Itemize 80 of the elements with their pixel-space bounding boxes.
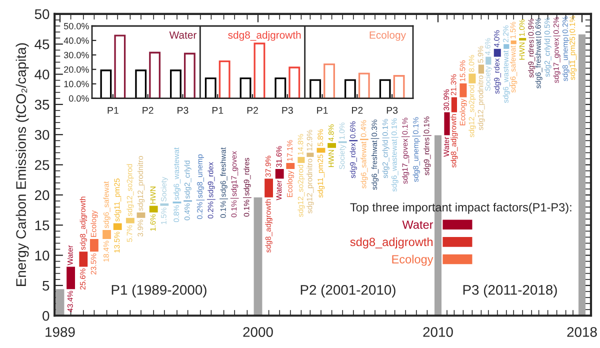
x-tick-label: P1 bbox=[212, 106, 224, 114]
bar bbox=[468, 74, 476, 84]
bar bbox=[324, 63, 335, 98]
bar bbox=[264, 178, 274, 198]
bar bbox=[100, 70, 112, 98]
bar bbox=[298, 156, 305, 163]
x-tick-label: P1 bbox=[108, 106, 118, 114]
annotation: Ecology bbox=[370, 31, 406, 41]
y-tick-label: 30.0% bbox=[64, 52, 89, 58]
x-tick-label: P1 bbox=[317, 106, 328, 114]
y-tick-label: 40.0% bbox=[64, 37, 89, 44]
bar bbox=[578, 34, 586, 316]
bar bbox=[379, 79, 391, 98]
legend-label: sdg8_adjgrowth bbox=[350, 237, 433, 248]
legend-label: Ecology bbox=[392, 254, 434, 266]
bar bbox=[274, 78, 286, 98]
annotation: sdg8_adjgrowth bbox=[228, 31, 301, 41]
annotation: P3 (2011-2018) bbox=[463, 284, 557, 298]
y-tick-label: 30 bbox=[34, 130, 50, 140]
legend-title: Top three important impact factors(P1-P3): bbox=[350, 202, 572, 214]
bar bbox=[288, 66, 300, 98]
bar bbox=[56, 289, 64, 316]
bar bbox=[344, 79, 356, 98]
y-tick-label: 25 bbox=[34, 160, 50, 170]
bar bbox=[204, 78, 216, 98]
x-tick-label: P2 bbox=[247, 106, 258, 114]
x-tick-label: P2 bbox=[142, 106, 154, 114]
y-tick-label: 10 bbox=[35, 250, 50, 260]
bar bbox=[358, 72, 370, 98]
y-tick-label: 50 bbox=[34, 9, 50, 20]
x-tick-label: P3 bbox=[282, 106, 293, 114]
bar bbox=[102, 230, 112, 239]
bar bbox=[170, 70, 182, 98]
y-tick-label: 20.0% bbox=[64, 66, 89, 73]
bar bbox=[494, 48, 501, 57]
x-tick-label: 2010 bbox=[423, 327, 453, 337]
annotation: Water bbox=[169, 31, 196, 39]
x-tick-label: 2000 bbox=[243, 327, 273, 337]
bar bbox=[149, 52, 161, 98]
x-tick-label: P3 bbox=[178, 106, 188, 114]
bar bbox=[393, 75, 405, 98]
bar bbox=[135, 70, 147, 98]
bar bbox=[275, 169, 284, 179]
bar bbox=[113, 223, 122, 230]
bar bbox=[66, 266, 76, 290]
y-tick-label: 45 bbox=[34, 40, 50, 50]
x-tick-label: P3 bbox=[386, 106, 398, 114]
y-tick-label: 5 bbox=[42, 280, 50, 291]
y-axis-title: Energy Carbon Emissions (tCO₂/capita) bbox=[16, 43, 29, 286]
bar bbox=[306, 152, 314, 157]
bar bbox=[460, 83, 467, 98]
x-tick-label: P2 bbox=[352, 106, 363, 114]
bar bbox=[114, 34, 126, 98]
y-tick-label: 15 bbox=[35, 220, 50, 230]
bar bbox=[310, 79, 322, 98]
y-tick-label: 50.0% bbox=[64, 22, 89, 30]
bar bbox=[240, 78, 252, 98]
y-tick-label: 0.0% bbox=[69, 95, 89, 102]
bar bbox=[149, 206, 158, 212]
y-tick-label: 10.0% bbox=[64, 80, 89, 88]
bar bbox=[254, 197, 262, 316]
bar bbox=[328, 143, 336, 148]
x-tick-label: 1989 bbox=[46, 327, 75, 337]
bar bbox=[126, 218, 134, 224]
annotation: P1 (1989-2000) bbox=[112, 284, 206, 298]
bar bbox=[184, 52, 196, 98]
x-tick-label: 2018 bbox=[567, 327, 597, 337]
bar bbox=[136, 212, 146, 218]
y-tick-label: 35 bbox=[34, 100, 50, 110]
bar bbox=[79, 252, 88, 267]
bar bbox=[286, 162, 295, 169]
y-tick-label: 40 bbox=[34, 70, 50, 80]
bar bbox=[90, 239, 98, 252]
legend-label: Water bbox=[402, 220, 434, 229]
y-tick-label: 0 bbox=[42, 310, 50, 321]
annotation: P2 (2001-2010) bbox=[300, 284, 396, 298]
bar bbox=[254, 42, 266, 98]
bar bbox=[160, 203, 169, 206]
y-tick-label: 20 bbox=[34, 190, 50, 200]
bar bbox=[218, 60, 230, 98]
